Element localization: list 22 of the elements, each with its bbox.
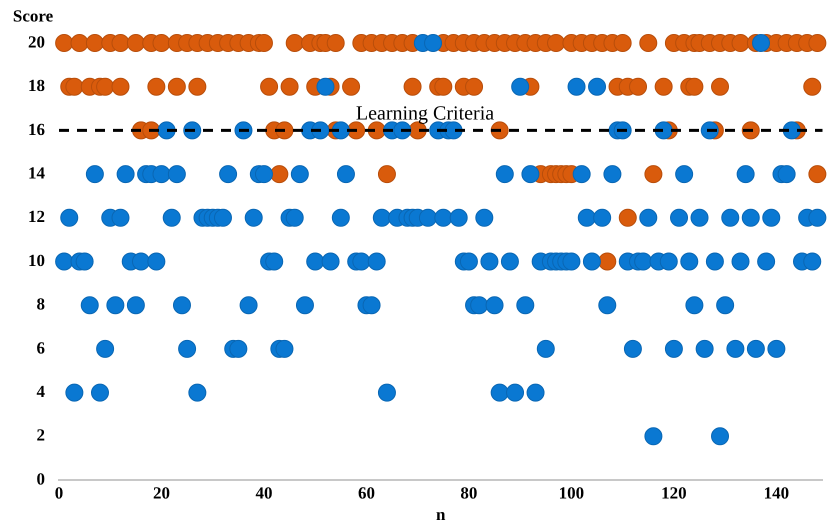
x-tick-label: 40 [255, 484, 272, 503]
x-tick-label: 100 [558, 484, 584, 503]
y-tick-label: 4 [36, 382, 46, 401]
y-tick-label: 20 [28, 32, 45, 52]
y-tick-label: 6 [36, 338, 45, 358]
y-tick-label: 2 [36, 426, 45, 445]
x-tick-label: 0 [54, 484, 64, 503]
y-tick-label: 14 [28, 163, 46, 182]
y-tick-label: 12 [28, 207, 45, 226]
x-tick-label: 20 [152, 484, 170, 503]
x-tick-label: 140 [764, 484, 790, 503]
y-tick-label: 0 [36, 469, 45, 488]
y-tick-label: 8 [36, 294, 45, 314]
x-axis-title: n [436, 505, 446, 524]
y-axis-title: Score [12, 6, 54, 26]
x-tick-label: 120 [661, 484, 687, 503]
y-tick-label: 16 [28, 120, 45, 139]
y-tick-label: 10 [28, 250, 45, 270]
y-tick-label: 18 [28, 76, 45, 96]
x-tick-label: 80 [460, 484, 478, 503]
ref-line-label: Learning Criteria [356, 102, 494, 125]
x-tick-label: 60 [358, 484, 375, 503]
